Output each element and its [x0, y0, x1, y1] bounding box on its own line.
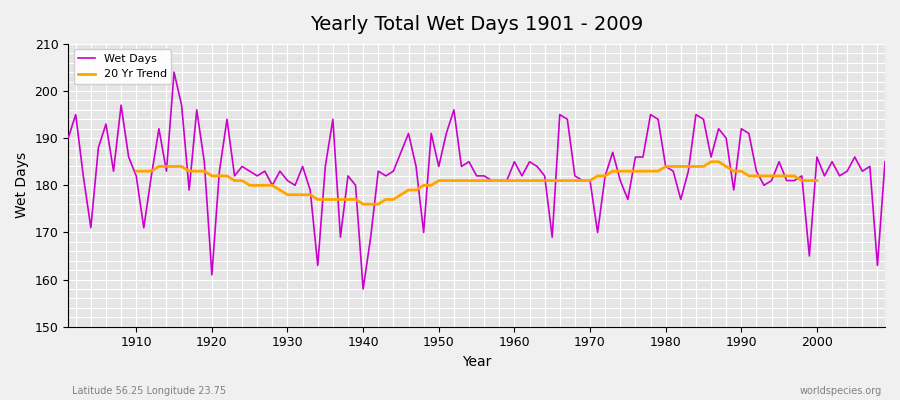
20 Yr Trend — [305, 192, 316, 197]
20 Yr Trend — [214, 174, 225, 178]
Y-axis label: Wet Days: Wet Days — [15, 152, 29, 218]
Legend: Wet Days, 20 Yr Trend: Wet Days, 20 Yr Trend — [74, 50, 171, 84]
Line: Wet Days: Wet Days — [68, 72, 885, 289]
Wet Days — [123, 155, 134, 160]
Title: Yearly Total Wet Days 1901 - 2009: Yearly Total Wet Days 1901 - 2009 — [310, 15, 644, 34]
Wet Days — [63, 136, 74, 140]
Text: Latitude 56.25 Longitude 23.75: Latitude 56.25 Longitude 23.75 — [72, 386, 226, 396]
Line: 20 Yr Trend: 20 Yr Trend — [136, 162, 817, 204]
Wet Days — [879, 159, 890, 164]
X-axis label: Year: Year — [462, 355, 491, 369]
20 Yr Trend — [804, 178, 814, 183]
Wet Days — [343, 174, 354, 178]
20 Yr Trend — [290, 192, 301, 197]
20 Yr Trend — [812, 178, 823, 183]
20 Yr Trend — [532, 178, 543, 183]
20 Yr Trend — [721, 164, 732, 169]
Wet Days — [357, 287, 368, 292]
Wet Days — [524, 159, 535, 164]
Wet Days — [297, 164, 308, 169]
Wet Days — [615, 178, 626, 183]
20 Yr Trend — [706, 159, 716, 164]
Text: worldspecies.org: worldspecies.org — [800, 386, 882, 396]
20 Yr Trend — [357, 202, 368, 206]
20 Yr Trend — [130, 169, 141, 174]
Wet Days — [517, 174, 527, 178]
Wet Days — [168, 70, 179, 74]
